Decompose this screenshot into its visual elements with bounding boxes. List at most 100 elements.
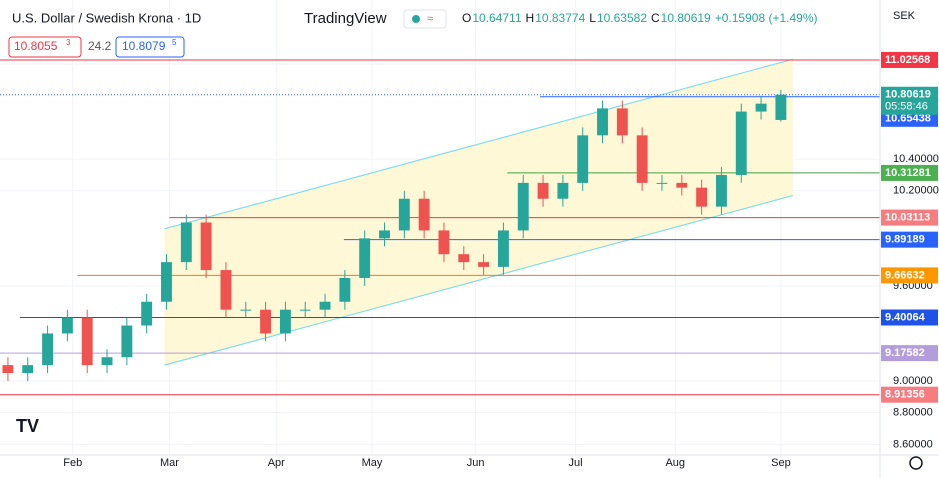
x-tick-label: May — [362, 457, 383, 469]
candle-body — [557, 182, 569, 199]
chart-title: U.S. Dollar / Swedish Krona · 1D — [12, 10, 201, 25]
candle-body — [616, 108, 628, 136]
level-label: 10.31281 — [885, 167, 931, 179]
ohlc-value: 10.83774 — [535, 11, 585, 25]
level-label-box — [881, 209, 938, 226]
tv-logo: TV — [16, 416, 39, 436]
sell-box[interactable] — [8, 36, 82, 58]
candle-body — [438, 230, 450, 255]
level-label-box — [881, 51, 938, 68]
ohlc-value: 10.80619 — [661, 11, 711, 25]
x-tick-label: Jun — [467, 457, 485, 469]
last-price-label: 10.80619 — [885, 89, 931, 101]
x-tick-label: Feb — [63, 457, 82, 469]
level-label: 9.66632 — [885, 269, 925, 281]
buy-price-small: 5 — [172, 38, 177, 47]
indicator-icon[interactable] — [403, 9, 447, 29]
x-tick-label: Apr — [268, 457, 285, 469]
candle-body — [478, 262, 490, 267]
candle-body — [180, 222, 192, 263]
level-label-box — [881, 345, 938, 362]
candle-body — [517, 182, 529, 231]
candle-body — [22, 365, 34, 374]
channel-lower — [164, 194, 793, 366]
x-tick-label: Aug — [665, 457, 685, 469]
candle-body — [2, 365, 14, 374]
level-label-box — [881, 386, 938, 403]
x-tick-label: Mar — [160, 457, 179, 469]
candle-body — [577, 135, 589, 183]
candle-body — [161, 262, 172, 302]
ohlc-key: C — [651, 11, 660, 25]
level-label: 11.02568 — [885, 54, 930, 66]
level-label: 9.89189 — [885, 234, 925, 246]
y-tick-label: 9.00000 — [893, 375, 933, 387]
ohlc-key: O — [462, 11, 471, 25]
ohlc-key: L — [589, 11, 596, 25]
candle-body — [379, 230, 390, 239]
icon-wave: ≈ — [427, 13, 433, 25]
level-label: 9.40064 — [885, 311, 926, 323]
candle-body — [279, 309, 291, 334]
candle-body — [299, 309, 311, 311]
candle-body — [121, 325, 133, 358]
candle-body — [42, 333, 54, 366]
ohlc-change: +0.15908 (+1.49%) — [715, 11, 818, 25]
candle-body — [696, 187, 708, 207]
candle-body — [141, 301, 153, 326]
candle-body — [735, 111, 747, 175]
candle-body — [755, 103, 767, 112]
ohlc-value: 10.63582 — [597, 11, 647, 25]
currency[interactable]: SEK — [893, 10, 916, 22]
candle-body — [200, 222, 212, 271]
level-label: 8.91356 — [885, 389, 925, 401]
level-label-box — [881, 164, 938, 181]
x-tick-label: Sep — [771, 457, 791, 469]
channel-upper — [164, 58, 793, 230]
level-label: 9.17582 — [885, 347, 925, 359]
candle-body — [81, 317, 93, 366]
ohlc-value: 10.64711 — [472, 11, 521, 25]
level-label: 10.65438 — [885, 113, 931, 125]
candle-body — [339, 277, 351, 302]
buy-price: 10.8079 — [122, 39, 166, 53]
candle-body — [240, 309, 252, 311]
sell-price-small: 3 — [66, 38, 71, 47]
candle-body — [220, 270, 232, 310]
settings-icon[interactable] — [909, 456, 923, 470]
spread: 24.2 — [88, 39, 112, 53]
last-price-box — [881, 86, 938, 115]
candle-body — [775, 94, 787, 120]
level-label: 10.03113 — [885, 211, 930, 223]
level-label-box — [881, 309, 938, 326]
plot — [0, 0, 880, 455]
candle-body — [537, 182, 549, 199]
candle-body — [458, 254, 470, 263]
level-label-box — [881, 231, 938, 248]
candle-body — [656, 182, 668, 184]
channel-fill — [164, 59, 793, 366]
brand: TradingView — [304, 10, 387, 27]
buy-box[interactable] — [115, 36, 185, 58]
candle-body — [319, 301, 331, 310]
icon-dot — [412, 15, 420, 23]
y-tick-label: 10.40000 — [893, 153, 939, 165]
x-tick-label: Jul — [569, 457, 583, 469]
candle-body — [359, 238, 371, 278]
candle-body — [260, 309, 272, 334]
y-tick-label: 8.60000 — [893, 438, 933, 450]
candle-body — [597, 108, 608, 136]
ohlc-legend: O 10.64711 H 10.83774 L 10.63582 C 10.80619 +0.1… — [462, 11, 817, 25]
y-tick-label: 10.20000 — [893, 185, 939, 197]
level-label-box — [881, 267, 938, 284]
candle-body — [636, 135, 648, 183]
candle-body — [715, 174, 727, 207]
level-label-box — [881, 110, 938, 127]
y-tick-label: 8.80000 — [893, 407, 933, 419]
candle-body — [61, 317, 73, 334]
countdown: 05:58:46 — [885, 101, 928, 113]
candle-body — [101, 357, 113, 366]
candle-body — [418, 198, 430, 231]
candle-body — [497, 230, 509, 267]
